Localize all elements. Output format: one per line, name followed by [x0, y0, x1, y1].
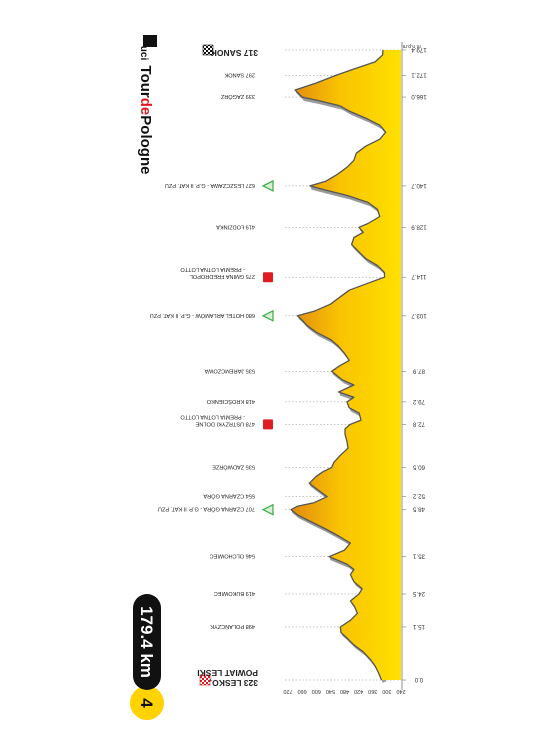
stage-badge-circle	[130, 686, 164, 720]
distance-tick-label: 0.0	[414, 676, 423, 683]
waypoint-label-line1: 478 USTRZYKI DOLNE	[195, 420, 255, 426]
altitude-tick-label: 300	[382, 688, 391, 694]
waypoint-label: 680 HOTEL ARLAMÓW - G.P. II KAT. PZU	[150, 312, 255, 319]
distance-tick-label: 87.9	[412, 367, 425, 374]
waypoint-label: 554 CZARNA GÓRA	[203, 493, 255, 500]
waypoint-label: 419 ŁODZINKA	[216, 223, 255, 229]
stage-number: 4	[137, 698, 156, 708]
svg-text:TourdePologne: TourdePologne	[137, 66, 154, 175]
waypoint-label-line2: - PREMIA LOTNA LOTTO	[180, 413, 245, 419]
uci-text: uci	[138, 46, 149, 61]
altitude-tick-label: 360	[368, 688, 377, 694]
altitude-tick-label: 240	[396, 688, 405, 694]
waypoint-label: 339 ZAGÓRZ	[220, 93, 255, 100]
waypoint-label-line2: - PREMIA LOTNA LOTTO	[180, 266, 245, 272]
waypoint-label-line1: 275 GMINA FREDROPOL	[190, 273, 255, 279]
distance-pill	[133, 594, 161, 690]
kom-marker-icon	[261, 179, 274, 192]
waypoint-label-line1: 707 CZARNA GÓRA - G.P. II KAT. PZU	[158, 506, 255, 513]
waypoint-label-line1: 317 SANOK	[210, 48, 258, 58]
waypoint-markers	[199, 44, 274, 686]
distance-tick-label: 172.1	[411, 72, 427, 79]
bonus-sprint-icon	[263, 272, 273, 283]
bonus-sprint-icon	[263, 419, 273, 430]
altitude-tick-label: 480	[340, 688, 349, 694]
altitude-axis: 240 300 360 420 480 540 600 660 720	[283, 688, 405, 694]
brand-pologne: Pologne	[137, 115, 154, 174]
uci-world-tour-badge	[143, 35, 157, 47]
waypoint-label: 275 GMINA FREDROPOL- PREMIA LOTNA LOTTO	[180, 266, 255, 279]
waypoint-label-line1: 498 POLAŃCZYK	[210, 623, 255, 630]
distance-tick-label: 128.9	[411, 223, 427, 230]
waypoint-label: 535 ZADWÓRZE	[212, 464, 255, 471]
waypoint-labels: 323 LESKO,POWIAT LESKI 498 POLAŃCZYK 419 B…	[150, 48, 258, 688]
waypoint-label-line1: 297 SANOK	[224, 72, 255, 78]
distance-tick-label: 166.0	[411, 93, 427, 100]
stage-distance: 179.4 km	[137, 606, 156, 678]
kom-marker-icon	[261, 309, 274, 322]
waypoint-label: 419 BUKOWIEC	[214, 590, 255, 596]
brand-de: de	[137, 98, 154, 116]
elevation-line	[290, 49, 387, 681]
waypoint-label-line1: 535 ZADWÓRZE	[212, 464, 255, 471]
waypoint-label-line2: POWIAT LESKI	[197, 668, 258, 678]
waypoint-label-line1: 419 ŁODZINKA	[216, 223, 255, 229]
altitude-tick-label: 420	[354, 688, 363, 694]
distance-tick-label: 35.1	[412, 553, 425, 560]
distance-tick-label: 60.5	[412, 464, 425, 471]
altitude-tick-label: 600	[312, 688, 321, 694]
distance-tick-label: 79.2	[412, 398, 425, 405]
waypoint-label-line1: 535 JAREMCZOWA	[204, 367, 255, 373]
brand-tour: Tour	[137, 66, 154, 98]
altitude-tick-label: 540	[326, 688, 335, 694]
distance-tick-label: 48.5	[412, 506, 425, 513]
distance-tick-label: 52.2	[412, 493, 425, 500]
waypoint-label: 478 USTRZYKI DOLNE- PREMIA LOTNA LOTTO	[180, 413, 255, 426]
distance-tick-label: 103.7	[411, 312, 427, 319]
waypoint-label: 498 POLAŃCZYK	[210, 623, 255, 630]
altitude-tick-label: 720	[283, 688, 292, 694]
waypoint-label-line1: 323 LESKO,	[210, 678, 258, 688]
finish-flag-icon	[202, 44, 214, 56]
start-flag-icon	[199, 674, 211, 686]
waypoint-label: 535 JAREMCZOWA	[204, 367, 255, 373]
waypoint-label: 627 LESZCZAWA - G.P. II KAT. PZU	[165, 182, 255, 188]
waypoint-label-line1: 418 KROŚCIENKO	[206, 398, 255, 406]
distance-tick-label: 24.5	[412, 590, 425, 597]
waypoint-label: 418 KROŚCIENKO	[206, 398, 255, 406]
stage-badge: 4 179.4 km	[130, 594, 164, 720]
altitude-unit-label: m n.p.m.	[401, 43, 420, 49]
waypoint-label-line1: 627 LESZCZAWA - G.P. II KAT. PZU	[165, 182, 255, 188]
kom-marker-icon	[261, 503, 274, 516]
distance-tick-label: 15.1	[412, 623, 425, 630]
waypoint-label: 323 LESKO,POWIAT LESKI	[197, 668, 258, 688]
uci-logo: uci	[138, 46, 149, 61]
elevation-area	[291, 50, 401, 680]
waypoint-label-line1: 680 HOTEL ARLAMÓW - G.P. II KAT. PZU	[150, 312, 255, 319]
distance-axis: 0.0 15.1 24.5 35.1 48.5 52.2 60.5 72.8 79.2 87.9 1…	[402, 46, 427, 683]
waypoint-label: 297 SANOK	[224, 72, 255, 78]
distance-tick-label: 179.4	[411, 46, 427, 53]
altitude-tick-label: 660	[298, 688, 307, 694]
waypoint-label: 707 CZARNA GÓRA - G.P. II KAT. PZU	[158, 506, 255, 513]
waypoint-label-line1: 554 CZARNA GÓRA	[203, 493, 255, 500]
waypoint-label: 317 SANOK	[210, 48, 258, 58]
tour-de-pologne-logo: TourdePologne	[137, 66, 154, 175]
waypoint-label-line1: 546 OLCHOWIEC	[210, 553, 255, 559]
distance-tick-label: 72.8	[412, 420, 425, 427]
distance-tick-label: 114.7	[411, 273, 427, 280]
waypoint-label: 546 OLCHOWIEC	[210, 553, 255, 559]
waypoint-label-line1: 419 BUKOWIEC	[214, 590, 255, 596]
waypoint-label-line1: 339 ZAGÓRZ	[220, 93, 255, 100]
distance-tick-label: 140.7	[411, 182, 427, 189]
